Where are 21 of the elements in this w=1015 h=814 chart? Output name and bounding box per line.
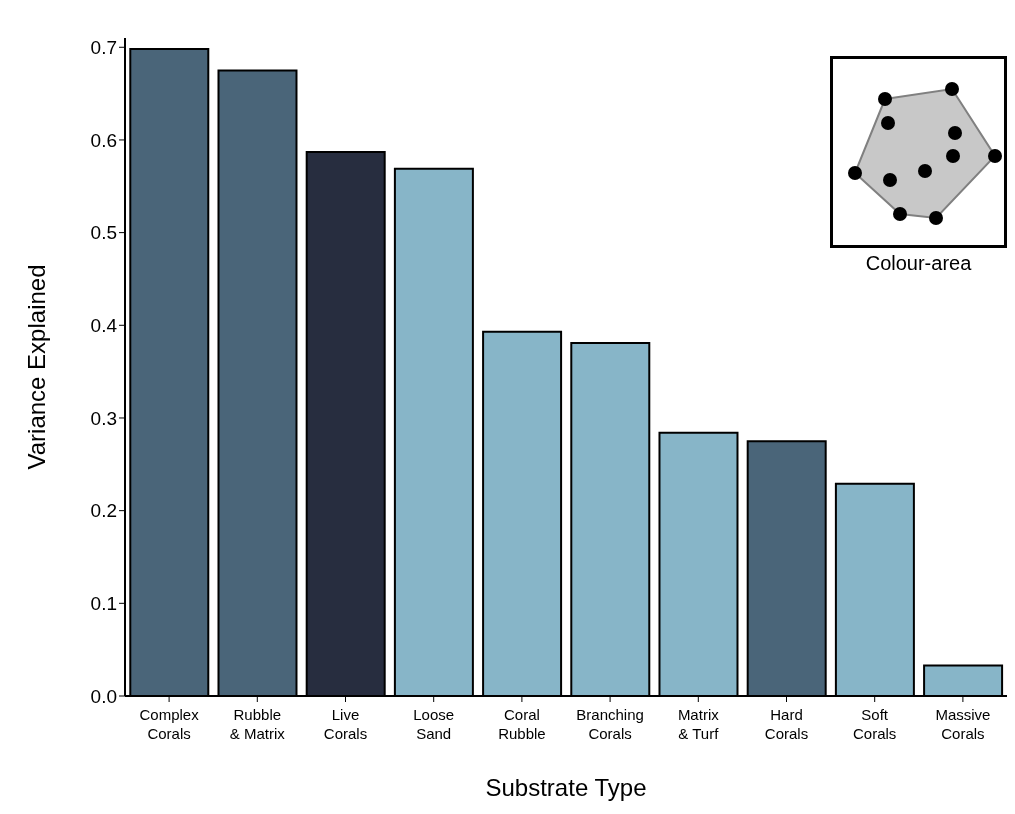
x-tick-label: Hard Corals bbox=[764, 706, 809, 742]
y-tick-label: 0.1 bbox=[90, 593, 117, 615]
y-tick-label: 0.3 bbox=[90, 407, 117, 429]
y-tick-label: 0.7 bbox=[90, 37, 117, 59]
x-tick-label: Soft Corals bbox=[853, 706, 897, 742]
x-tick-label: Complex Corals bbox=[139, 706, 200, 742]
x-tick-label: Loose Sand bbox=[413, 706, 455, 742]
annotation: Colour-area bbox=[864, 252, 973, 275]
x-tick-label: Live Corals bbox=[323, 706, 368, 742]
x-axis-title: Substrate Type bbox=[485, 774, 647, 801]
y-axis-title: Variance Explained bbox=[22, 264, 50, 470]
y-tick-label: 0.2 bbox=[90, 500, 117, 522]
x-tick-label: Branching Corals bbox=[576, 706, 644, 742]
y-tick-label: 0.4 bbox=[90, 315, 118, 337]
x-tick-label: Coral Rubble bbox=[498, 706, 546, 742]
x-tick-label: Rubble & Matrix bbox=[229, 706, 286, 742]
y-tick-label: 0.6 bbox=[90, 129, 117, 151]
x-tick-label: Massive Corals bbox=[935, 706, 991, 742]
y-tick-label: 0.0 bbox=[90, 685, 117, 707]
y-tick-label: 0.5 bbox=[90, 222, 117, 244]
x-tick-label: Matrix & Turf bbox=[677, 706, 720, 742]
